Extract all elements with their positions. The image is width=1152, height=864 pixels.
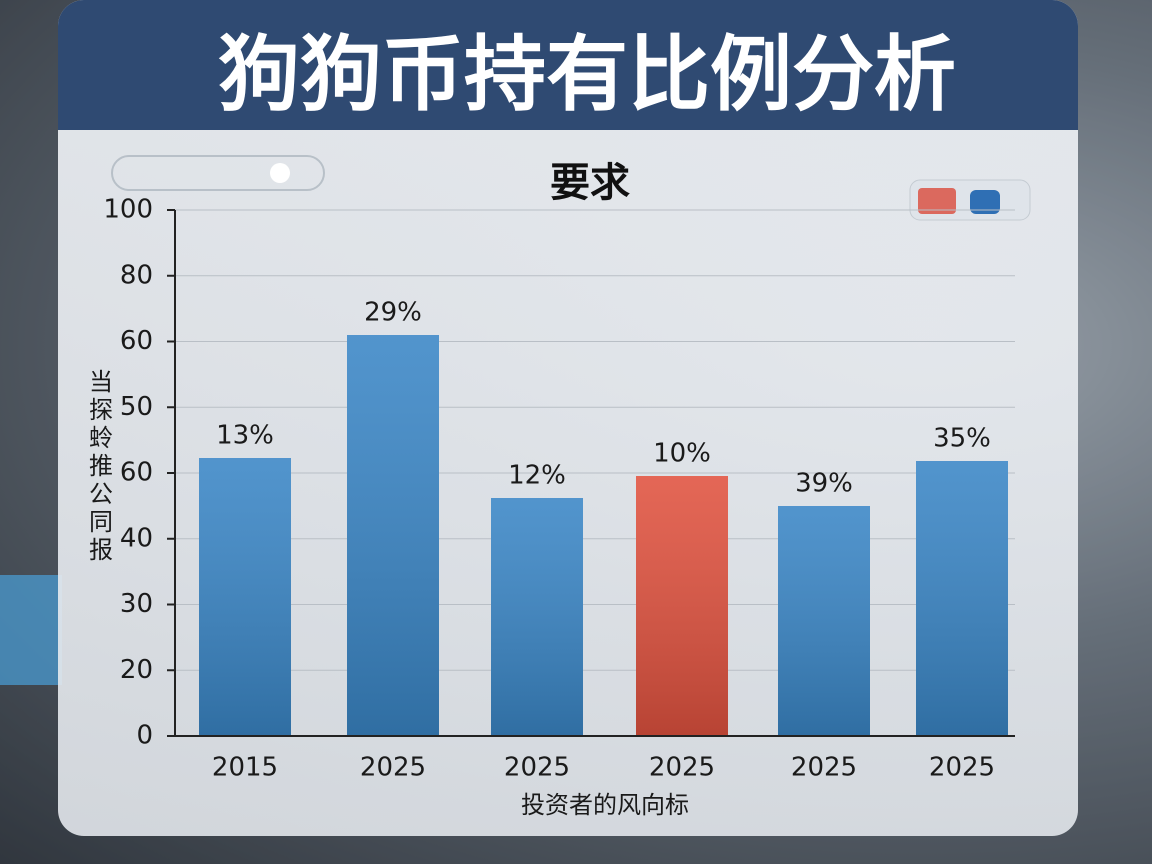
panel-header — [58, 0, 1078, 130]
ui-icon — [918, 188, 956, 214]
y-tick-label: 60 — [120, 458, 153, 488]
x-tick-label: 2015 — [212, 753, 278, 783]
y-tick-label: 0 — [136, 721, 153, 751]
data-label: 13% — [216, 421, 274, 451]
ui-icon — [970, 190, 1000, 214]
x-tick-label: 2025 — [791, 753, 857, 783]
ui-toggle — [270, 163, 290, 183]
chart: 100 80 60 50 60 40 30 20 0 当探蛉推公同报 13% 2015 29% 2025 1… — [89, 195, 1015, 819]
y-tick-label: 100 — [103, 195, 153, 225]
title: 狗狗币持有比例分析 — [218, 27, 956, 122]
bar-shade — [491, 498, 583, 736]
x-tick-label: 2025 — [929, 753, 995, 783]
title-bar — [58, 0, 1078, 130]
ui-decoration — [111, 155, 325, 191]
x-tick-label: 2025 — [649, 753, 715, 783]
y-tick-label: 30 — [120, 589, 153, 619]
data-label: 35% — [933, 424, 991, 454]
bar-shade — [636, 476, 728, 736]
bar-shade — [778, 506, 870, 736]
y-tick-label: 60 — [120, 326, 153, 356]
data-label: 39% — [795, 469, 853, 499]
x-axis-title: 投资者的风向标 — [521, 791, 689, 819]
x-tick-label: 2025 — [360, 753, 426, 783]
data-label: 29% — [364, 298, 422, 328]
x-tick-label: 2025 — [504, 753, 570, 783]
bg-monitor — [0, 575, 62, 685]
y-tick-label: 80 — [120, 260, 153, 290]
y-tick-label: 40 — [120, 523, 153, 553]
y-tick-label: 50 — [120, 392, 153, 422]
data-label: 10% — [653, 439, 711, 469]
bar-shade — [199, 458, 291, 736]
data-label: 12% — [508, 461, 566, 491]
bar-shade — [347, 335, 439, 736]
y-tick-label: 20 — [120, 655, 153, 685]
subtitle: 要求 — [550, 160, 630, 206]
bar-shade — [916, 461, 1008, 736]
y-axis-title: 当探蛉推公同报 — [89, 368, 113, 564]
